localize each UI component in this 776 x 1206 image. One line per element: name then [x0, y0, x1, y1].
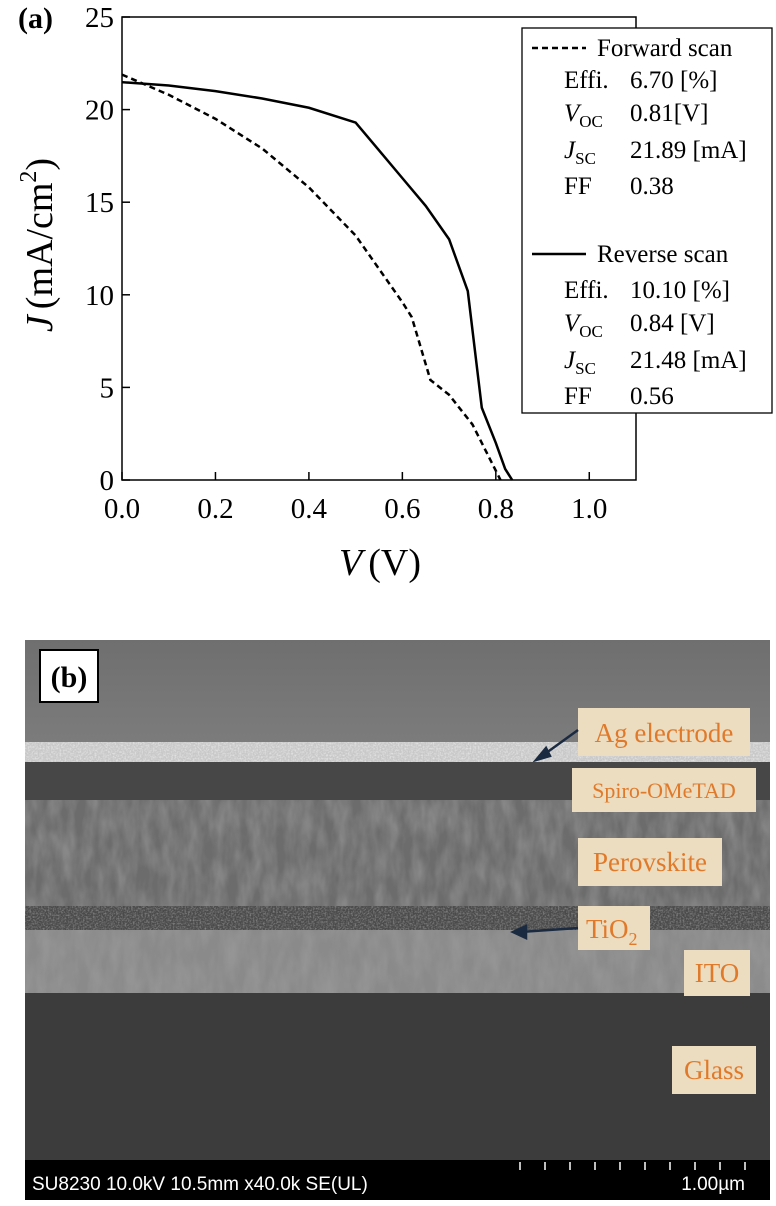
- scale-text: 1.00µm: [681, 1174, 745, 1195]
- stat-name: FF: [564, 173, 592, 200]
- axis-unit: (V): [368, 542, 421, 584]
- x-tick-label: 0.8: [478, 493, 514, 525]
- legend-box: [521, 27, 773, 414]
- layer-label: Spiro-OMeTAD: [592, 778, 736, 803]
- x-tick-label: 0.6: [384, 493, 420, 525]
- stat-label: Effi.: [564, 67, 609, 94]
- x-tick-label: 0.2: [197, 493, 233, 525]
- stat-name: Effi.: [564, 67, 609, 94]
- stat-label: Effi.: [564, 277, 609, 304]
- layer-label: ITO: [695, 958, 740, 988]
- stat-label: FF: [564, 383, 592, 410]
- glass-layer: [25, 993, 770, 1163]
- label-box: [572, 768, 756, 812]
- layer-label: Ag electrode: [595, 718, 734, 748]
- ito-texture: [25, 930, 770, 995]
- legend-label: Reverse scan: [597, 241, 729, 268]
- layer-label: TiO2: [586, 914, 638, 949]
- y-tick-label: 5: [100, 372, 115, 404]
- y-tick-label: 25: [85, 2, 114, 34]
- y-tick-label: 15: [85, 187, 114, 219]
- stat-value: 0.81[V]: [630, 100, 708, 127]
- stat-sub: OC: [579, 322, 603, 341]
- axis-unit: (mA/cm: [19, 183, 61, 310]
- axis-close: ): [19, 158, 61, 171]
- panel-label: (a): [18, 2, 53, 35]
- stat-name: V: [564, 100, 582, 127]
- x-tick-label: 1.0: [571, 493, 607, 525]
- stat-value: 0.84 [V]: [630, 310, 715, 337]
- label-box: [578, 708, 750, 756]
- stat-label: FF: [564, 173, 592, 200]
- axis-var: V: [339, 542, 366, 584]
- stat-name: V: [564, 310, 582, 337]
- stat-sub: OC: [579, 112, 603, 131]
- info-bar: [25, 1160, 770, 1200]
- x-axis-label: V (V): [339, 542, 421, 584]
- stat-label: JSC: [564, 347, 596, 378]
- stat-value: 6.70 [%]: [630, 67, 717, 94]
- scale-ticks: [519, 1162, 746, 1170]
- stat-sub: SC: [575, 359, 596, 378]
- stat-value: 10.10 [%]: [630, 277, 730, 304]
- label-box: [672, 1046, 756, 1094]
- stat-name: FF: [564, 383, 592, 410]
- label-box: [684, 950, 750, 996]
- label-box: [578, 838, 722, 886]
- y-tick-label: 0: [100, 465, 115, 497]
- y-tick-label: 20: [85, 95, 114, 127]
- legend-label: Forward scan: [597, 35, 733, 62]
- y-axis-label: J (mA/cm2): [16, 158, 61, 332]
- stat-sub: SC: [575, 149, 596, 168]
- panel-label-box: [39, 649, 99, 703]
- label-sub: 2: [629, 929, 638, 949]
- stat-name: Effi.: [564, 277, 609, 304]
- info-text: SU8230 10.0kV 10.5mm x40.0k SE(UL): [32, 1174, 368, 1195]
- layer-label: Glass: [684, 1055, 744, 1085]
- stat-value: 21.48 [mA]: [630, 347, 747, 374]
- panel-label: (b): [51, 661, 88, 694]
- tio2-texture: [25, 906, 770, 932]
- stat-label: VOC: [564, 100, 603, 131]
- stat-name: J: [564, 347, 577, 374]
- stat-value: 21.89 [mA]: [630, 137, 747, 164]
- series-line: [121, 80, 514, 481]
- series-line: [121, 73, 502, 481]
- sem-image: (b) Ag electrode Spiro-OMeTAD Perovskite…: [25, 640, 770, 1200]
- arrow-head: [510, 924, 528, 940]
- x-tick-label: 0.4: [291, 493, 328, 525]
- label-box: [578, 906, 650, 950]
- stat-name: J: [564, 137, 577, 164]
- x-tick-label: 0.0: [104, 493, 140, 525]
- stat-label: VOC: [564, 310, 603, 341]
- stat-label: JSC: [564, 137, 596, 168]
- arrows: [510, 728, 579, 940]
- y-tick-label: 10: [85, 280, 114, 312]
- arrow: [519, 926, 579, 934]
- stat-value: 0.38: [630, 173, 674, 200]
- axis-var: J: [19, 313, 61, 332]
- label-main: TiO: [586, 914, 629, 944]
- axis-sup: 2: [16, 171, 42, 183]
- stat-value: 0.56: [630, 383, 674, 410]
- arrow-head: [532, 745, 552, 763]
- layer-label: Perovskite: [593, 847, 707, 877]
